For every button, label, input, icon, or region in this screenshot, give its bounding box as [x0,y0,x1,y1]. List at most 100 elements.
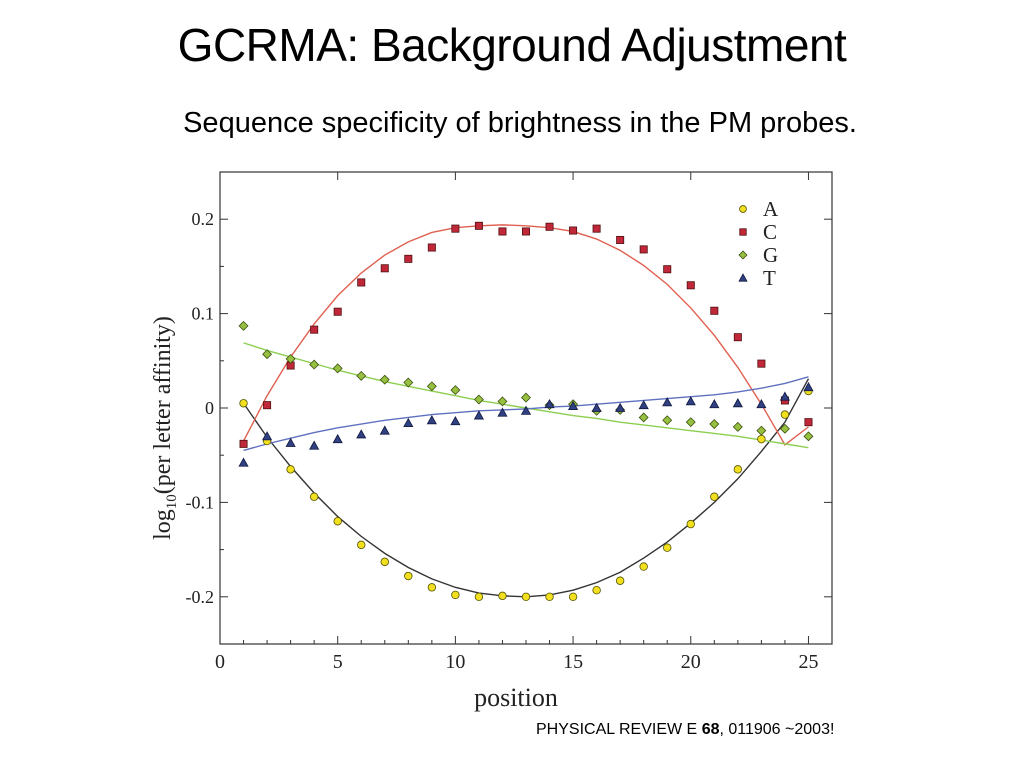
legend-marker-c [739,228,747,236]
data-point-c [380,264,389,273]
data-point-a [474,592,484,601]
data-point-g [756,425,767,436]
data-point-g [450,385,461,396]
data-point-t [426,415,437,425]
data-point-c [357,278,366,287]
y-tick-label: 0.2 [192,209,215,229]
data-point-g [709,419,720,430]
x-tick-label: 10 [445,651,465,673]
data-point-g [262,349,273,360]
data-point-c [498,227,507,236]
data-point-a [686,519,695,529]
data-point-c [639,245,648,254]
x-tick-label: 5 [333,651,343,673]
data-point-t [638,399,649,410]
x-tick-label: 25 [798,651,818,673]
y-tick-label: 0.1 [192,304,215,324]
data-point-a [333,517,342,526]
data-point-t [779,391,791,401]
legend-label-a: A [763,197,779,221]
y-tick-label: -0.2 [186,587,215,607]
x-tick-label: 20 [681,651,701,673]
data-point-c [451,224,460,233]
data-point-c [545,222,554,231]
y-axis-label: log10(per letter affinity) [150,316,180,540]
data-point-c [757,359,766,368]
citation-rest: , 011906 ~2003! [719,721,835,738]
y-axis-label-prefix: log [150,509,176,540]
data-point-c [263,401,272,410]
x-tick-label: 0 [215,651,225,673]
data-point-c [804,418,813,427]
y-tick-label: -0.1 [186,492,215,512]
data-point-a [380,557,389,567]
data-point-a [498,591,507,601]
data-point-a [451,590,460,600]
data-point-a [710,492,719,501]
data-point-t [285,437,296,447]
data-point-c [616,235,625,244]
legend-marker-a [739,205,747,213]
data-point-c [404,254,413,263]
slide-subtitle: Sequence specificity of brightness in th… [183,107,857,139]
x-axis-label: position [474,683,558,712]
data-point-c [521,227,530,236]
data-point-t [662,397,673,407]
data-point-c [427,243,436,252]
data-point-c [733,333,742,342]
data-point-c [710,306,719,315]
fit-line-c [242,224,809,446]
data-point-g [779,423,790,434]
data-point-a [733,465,743,474]
data-point-g [803,431,814,442]
data-point-t [473,410,485,420]
chart: 0 5 10 15 20 25 0.2 0.1 0 -0.1 -0.2 position log10(p… [140,160,840,720]
data-point-g [403,377,414,388]
data-point-t [356,429,367,439]
legend-label-g: G [763,243,778,267]
data-point-g [309,359,320,370]
y-tick-label: 0 [205,398,214,418]
data-point-g [238,320,249,331]
data-point-c [569,226,578,235]
data-point-c [333,307,342,316]
data-point-a [615,576,625,585]
data-point-g [685,417,696,428]
data-point-c [239,439,248,448]
data-point-t [238,457,249,467]
data-point-a [568,592,578,601]
data-point-a [309,492,319,501]
data-point-t [567,400,579,411]
data-point-a [357,540,366,550]
y-axis-label-suffix: (per letter affinity) [150,316,176,494]
data-point-c [474,221,483,230]
data-point-a [639,562,648,571]
data-point-g [497,396,508,407]
legend-label-t: T [763,266,776,290]
data-point-g [379,374,390,385]
data-point-t [332,433,343,444]
data-point-c [663,265,672,274]
legend-marker-t [738,273,748,282]
x-tick-label: 15 [563,651,583,673]
data-point-t [803,382,814,392]
citation-journal: PHYSICAL REVIEW E [536,721,698,738]
data-point-a [663,543,672,552]
chart-svg: 0 5 10 15 20 250.20.10-0.1-0.2positionlog10(p… [150,171,833,712]
data-point-g [638,412,649,423]
data-point-g [332,363,343,374]
data-point-t [591,402,602,412]
data-point-t [709,399,720,409]
data-point-c [686,281,695,290]
data-point-a [239,399,248,408]
data-point-g [473,394,484,405]
data-point-t [379,425,390,435]
data-point-g [356,370,367,381]
data-point-c [310,325,319,334]
y-axis-label-subscript: 10 [164,494,180,509]
citation: PHYSICAL REVIEW E 68, 011906 ~2003! [536,721,834,739]
data-point-g [662,415,673,426]
data-point-a [404,571,413,581]
data-point-a [545,592,554,601]
data-point-t [756,399,767,409]
